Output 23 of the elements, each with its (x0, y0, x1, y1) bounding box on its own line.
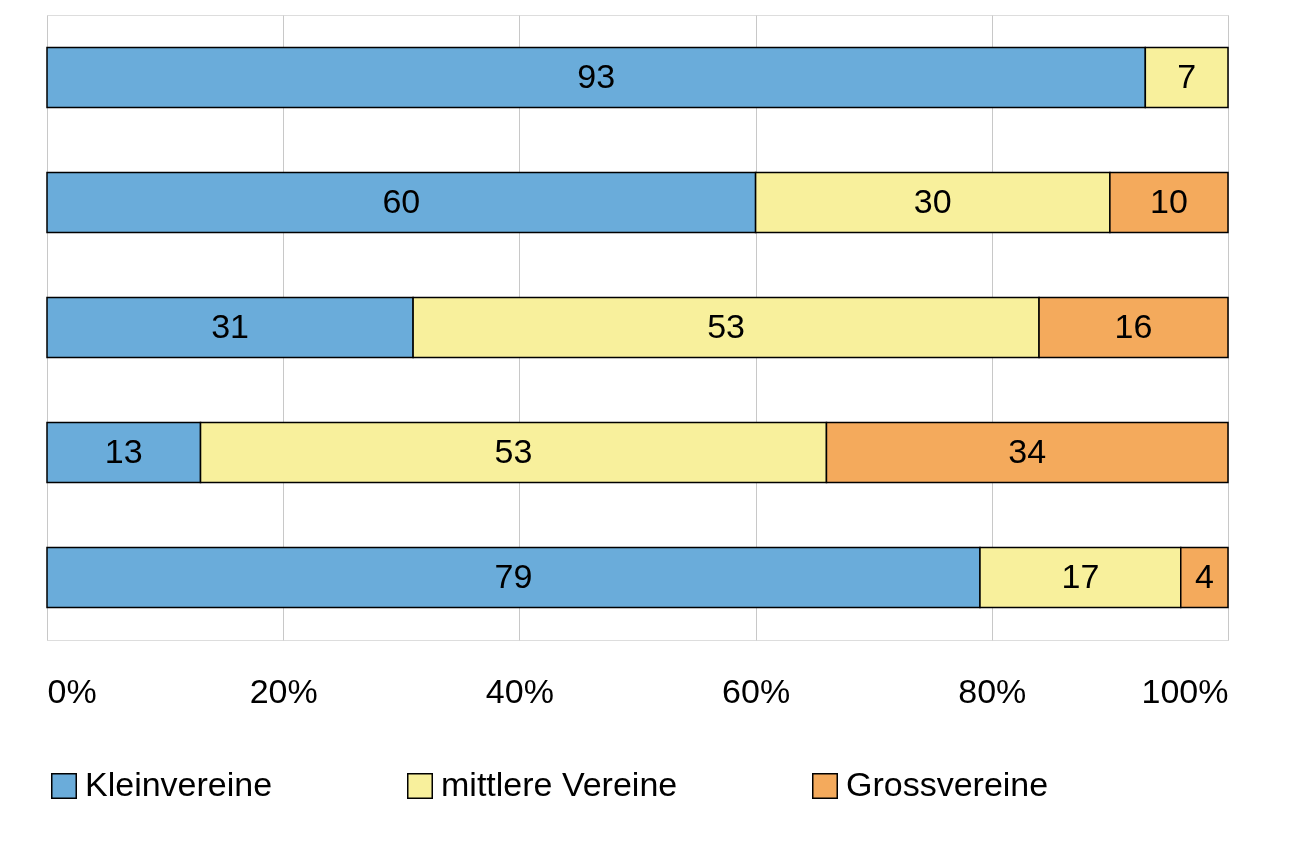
data-label: 60 (382, 181, 421, 220)
x-tick-label: 80% (958, 671, 1027, 710)
legend-label: mittlere Vereine (441, 765, 678, 803)
x-tick-label: 100% (1141, 671, 1229, 710)
legend-label: Grossvereine (846, 765, 1049, 803)
x-tick-label: 0% (47, 671, 97, 710)
data-label: 17 (1061, 556, 1100, 595)
legend-label: Kleinvereine (85, 765, 273, 803)
x-tick-label: 60% (722, 671, 791, 710)
data-label: 10 (1150, 181, 1188, 220)
data-label: 31 (211, 306, 249, 345)
data-label: 16 (1114, 306, 1153, 345)
data-label: 53 (707, 306, 745, 345)
x-tick-label: 20% (249, 671, 318, 710)
data-label: 34 (1008, 431, 1047, 470)
data-label: 7 (1177, 56, 1197, 95)
data-label: 30 (913, 181, 952, 220)
data-label: 53 (494, 431, 533, 470)
data-label: 13 (104, 431, 143, 470)
x-tick-label: 40% (485, 671, 554, 710)
data-label: 93 (577, 56, 616, 95)
data-label: 79 (494, 556, 533, 595)
data-label: 4 (1194, 556, 1214, 595)
